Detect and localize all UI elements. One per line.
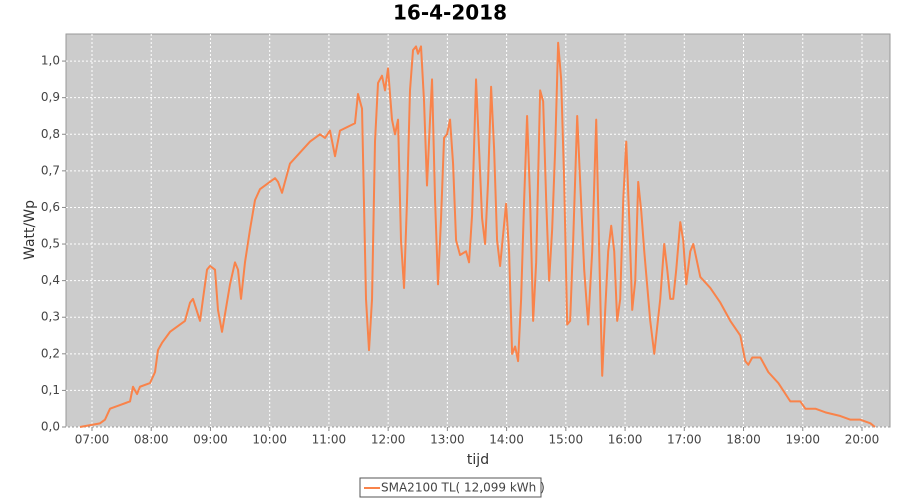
y-tick-label: 0,0 <box>41 420 60 434</box>
x-tick-label: 20:00 <box>845 433 880 447</box>
x-tick-label: 15:00 <box>549 433 584 447</box>
data-line <box>79 41 876 428</box>
x-tick-label: 12:00 <box>371 433 406 447</box>
x-tick-label: 19:00 <box>785 433 820 447</box>
x-tick-label: 17:00 <box>667 433 702 447</box>
x-tick-label: 09:00 <box>193 433 228 447</box>
y-tick-label: 0,8 <box>41 127 60 141</box>
x-tick-label: 18:00 <box>726 433 761 447</box>
y-axis-label: Watt/Wp <box>22 200 38 260</box>
chart-title: 16-4-2018 <box>393 1 507 25</box>
y-tick-label: 0,7 <box>41 163 60 177</box>
y-tick-label: 1,0 <box>41 54 60 68</box>
y-tick-label: 0,2 <box>41 346 60 360</box>
y-tick-label: 0,4 <box>41 273 60 287</box>
legend-box <box>359 477 542 498</box>
y-tick-label: 0,5 <box>41 237 60 251</box>
y-tick-label: 0,1 <box>41 383 60 397</box>
x-tick-label: 07:00 <box>75 433 110 447</box>
x-tick-label: 13:00 <box>430 433 465 447</box>
y-tick-label: 0,3 <box>41 310 60 324</box>
x-tick-label: 14:00 <box>489 433 524 447</box>
x-tick-label: 16:00 <box>608 433 643 447</box>
y-tick-label: 0,6 <box>41 200 60 214</box>
plot-area <box>65 33 891 428</box>
x-tick-label: 10:00 <box>252 433 287 447</box>
x-tick-label: 11:00 <box>312 433 347 447</box>
y-tick-label: 0,9 <box>41 90 60 104</box>
x-axis-label: tijd <box>467 452 489 468</box>
x-tick-label: 08:00 <box>134 433 169 447</box>
legend-label: SMA2100 TL( 12,099 kWh ) <box>381 481 545 495</box>
